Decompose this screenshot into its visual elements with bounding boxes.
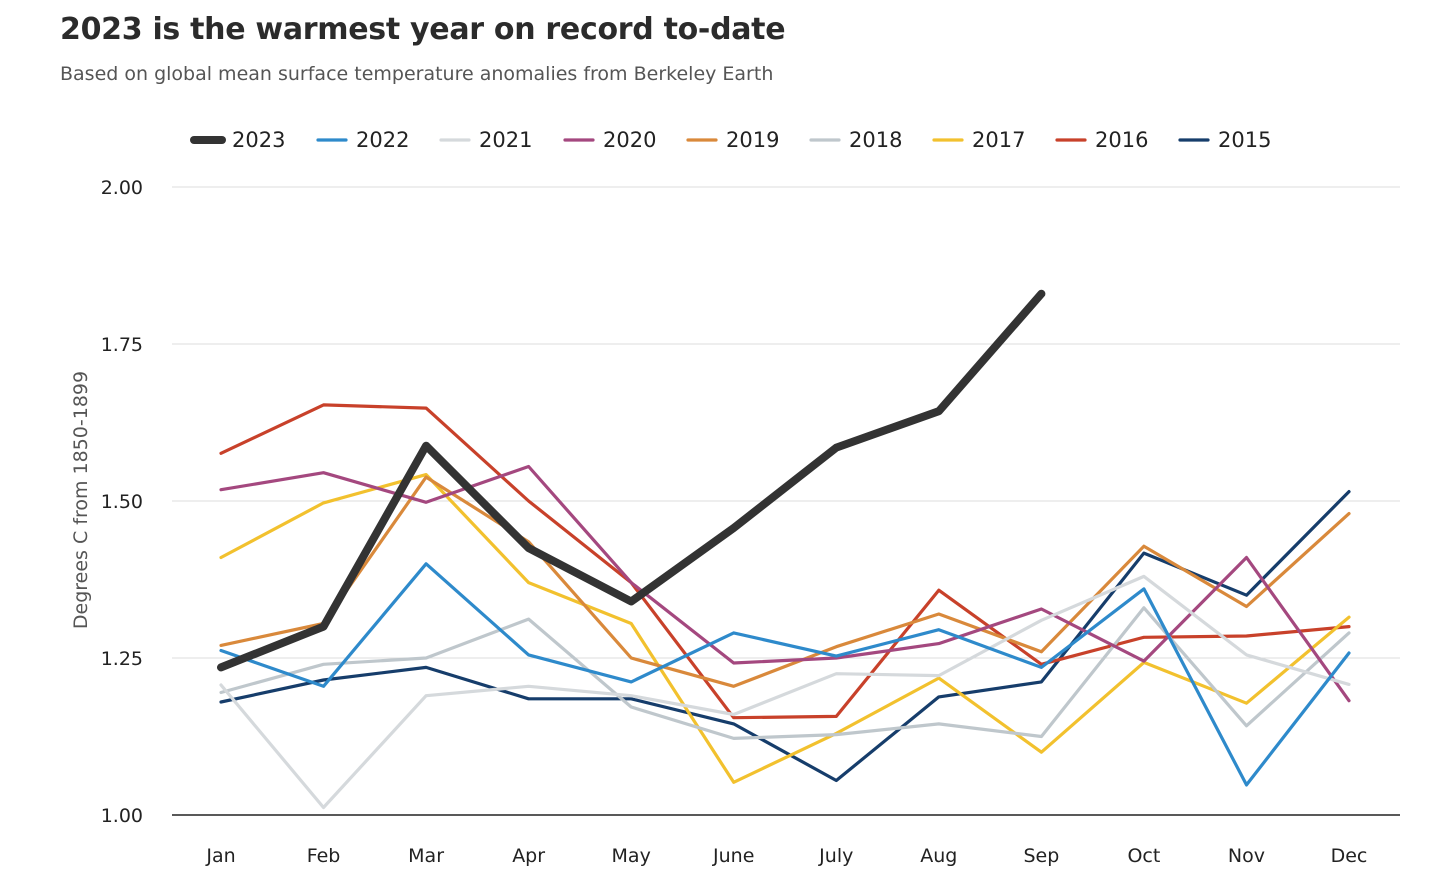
legend-item-2016: 2016 <box>1055 128 1148 152</box>
legend-item-2019: 2019 <box>686 128 779 152</box>
legend-item-2020: 2020 <box>563 128 656 152</box>
legend-item-2023: 2023 <box>190 128 285 152</box>
gridlines <box>172 186 1400 816</box>
legend: 2023 2022 2021 2020 2019 2018 2017 2016 2015 <box>190 128 1271 152</box>
x-tick-label: Dec <box>1331 845 1368 867</box>
x-tick-label: Nov <box>1228 845 1265 867</box>
series-line-2021 <box>219 574 1351 810</box>
y-axis-label: Degrees C from 1850-1899 <box>70 371 92 629</box>
y-tick-label: 2.00 <box>101 177 143 199</box>
x-tick-label: July <box>818 845 853 867</box>
legend-label: 2018 <box>849 128 902 152</box>
y-tick-label: 1.50 <box>101 491 143 513</box>
legend-label: 2022 <box>356 128 409 152</box>
series-lines <box>217 289 1351 810</box>
x-tick-label: Jan <box>205 845 235 867</box>
legend-item-2021: 2021 <box>439 128 532 152</box>
y-tick-label: 1.25 <box>101 648 143 670</box>
x-tick-label: June <box>712 845 754 867</box>
legend-item-2017: 2017 <box>932 128 1025 152</box>
legend-label: 2020 <box>603 128 656 152</box>
y-axis-ticks: 1.00 1.25 1.50 1.75 2.00 <box>101 177 143 827</box>
series-line-2020 <box>219 464 1351 703</box>
legend-label: 2017 <box>972 128 1025 152</box>
series-line-2018 <box>219 606 1351 740</box>
x-axis-ticks: Jan Feb Mar Apr May June July Aug Sep Oct Nov Dec <box>205 845 1367 867</box>
legend-label: 2023 <box>232 128 285 152</box>
legend-label: 2015 <box>1218 128 1271 152</box>
legend-label: 2016 <box>1095 128 1148 152</box>
y-tick-label: 1.75 <box>101 334 143 356</box>
x-tick-label: Apr <box>512 845 545 867</box>
x-tick-label: May <box>612 845 651 867</box>
series-line-2023 <box>217 289 1046 672</box>
series-line-2015 <box>219 490 1351 783</box>
y-tick-label: 1.00 <box>101 805 143 827</box>
x-tick-label: Feb <box>307 845 341 867</box>
legend-label: 2019 <box>726 128 779 152</box>
series-line-2022 <box>219 562 1351 787</box>
x-tick-label: Oct <box>1127 845 1160 867</box>
chart-title: 2023 is the warmest year on record to-da… <box>60 12 786 47</box>
legend-item-2015: 2015 <box>1178 128 1271 152</box>
series-line-2019 <box>219 475 1351 688</box>
legend-label: 2021 <box>479 128 532 152</box>
x-tick-label: Sep <box>1023 845 1059 867</box>
chart-subtitle: Based on global mean surface temperature… <box>60 63 774 85</box>
x-tick-label: Aug <box>920 845 957 867</box>
series-line-2016 <box>219 403 1351 720</box>
legend-item-2018: 2018 <box>809 128 902 152</box>
x-tick-label: Mar <box>408 845 444 867</box>
legend-item-2022: 2022 <box>316 128 409 152</box>
